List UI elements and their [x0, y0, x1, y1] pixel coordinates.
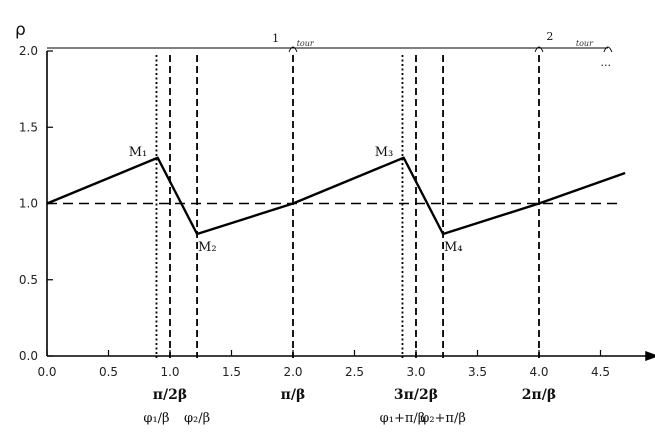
vertical-marker-lines [155, 55, 540, 358]
period-separator [603, 46, 613, 53]
point-label: M₄ [444, 240, 463, 255]
x-tick-label: 1.0 [160, 365, 179, 379]
y-tick-label: 1.0 [19, 197, 38, 211]
point-label: M₂ [198, 240, 217, 255]
period-annotation-2: 2 tour [546, 30, 594, 48]
point-label: M₃ [375, 145, 394, 160]
special-tick-label: 3π/2β [394, 387, 438, 403]
x-tick-label: 0.0 [37, 365, 56, 379]
special-tick-label-secondary: φ₁+π/β [380, 411, 426, 426]
special-tick-label: π/β [281, 387, 306, 403]
y-tick-label: 0.5 [19, 273, 38, 287]
period-number: 2 [546, 30, 553, 43]
special-tick-labels: π/2β π/β 3π/2β 2π/β φ₁/β φ₂/β φ₁+π/βφ₂+π/β [143, 387, 556, 426]
point-label: M₁ [129, 145, 148, 160]
y-tick-labels: 0.0 0.5 1.0 1.5 2.0 [19, 44, 53, 363]
special-tick-label-secondary: φ₂/β [184, 411, 210, 426]
x-tick-labels: 0.0 0.5 1.0 1.5 2.0 2.5 3.0 3.5 4.0 4.5 [37, 350, 610, 379]
series-group [46, 156, 626, 236]
x-tick-label: 2.5 [345, 365, 364, 379]
x-tick-label: 4.5 [591, 365, 610, 379]
period-sub: tour [297, 39, 315, 48]
x-tick-label: 0.5 [99, 365, 118, 379]
x-tick-label: 3.0 [406, 365, 425, 379]
y-tick-label: 0.0 [19, 349, 38, 363]
special-tick-label-secondary: φ₁/β [143, 411, 169, 426]
period-separator [534, 46, 544, 53]
point-labels: M₁ M₂ M₃ M₄ [129, 145, 463, 255]
y-tick-label: 2.0 [19, 44, 38, 58]
period-number: 1 [272, 32, 279, 45]
y-axis-label: ρ [15, 20, 26, 40]
x-tick-label: 2.0 [283, 365, 302, 379]
series-line [46, 156, 626, 236]
y-tick-label: 1.5 [19, 120, 38, 134]
period-sub: tour [576, 39, 594, 48]
special-tick-label-secondary: φ₂+π/β [420, 411, 466, 426]
x-tick-label: 3.5 [468, 365, 487, 379]
x-tick-label: 4.0 [529, 365, 548, 379]
x-tick-label: 1.5 [222, 365, 241, 379]
special-tick-label: 2π/β [522, 387, 556, 403]
axes: ρt [15, 20, 655, 361]
special-tick-label: π/2β [153, 387, 187, 403]
x-axis-arrow [645, 351, 655, 361]
period-annotations: 1 tour 2 tour... [47, 30, 613, 69]
continuation-dots: ... [601, 56, 612, 69]
period-annotation-1: 1 tour [272, 32, 315, 48]
period-separator [288, 46, 298, 53]
